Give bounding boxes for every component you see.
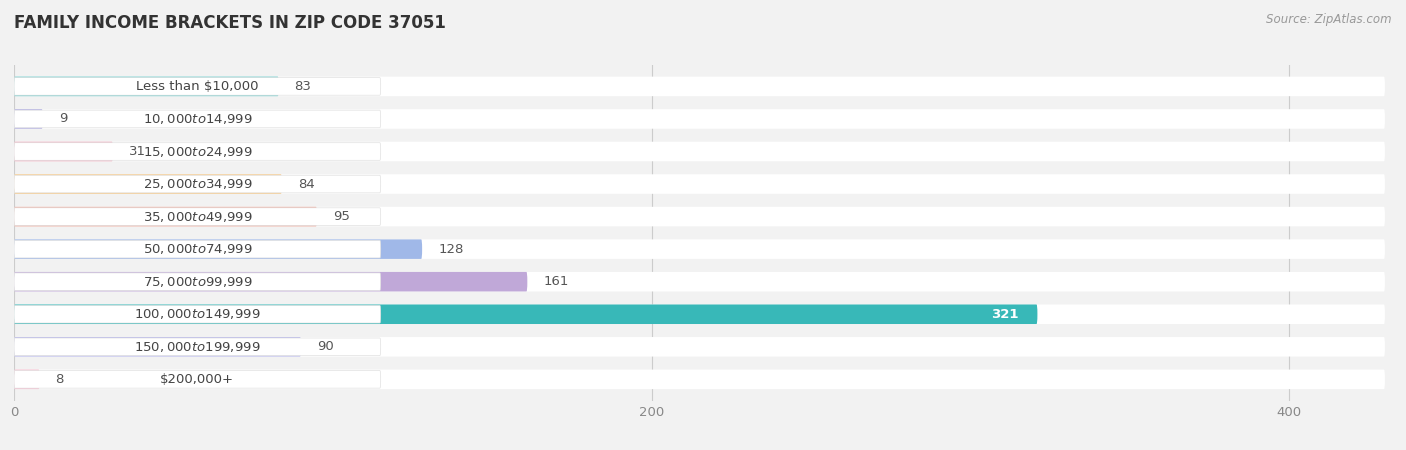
FancyBboxPatch shape [14, 174, 281, 194]
Text: 321: 321 [991, 308, 1018, 321]
FancyBboxPatch shape [14, 76, 278, 96]
FancyBboxPatch shape [14, 239, 422, 259]
FancyBboxPatch shape [14, 110, 381, 128]
FancyBboxPatch shape [14, 305, 1038, 324]
FancyBboxPatch shape [14, 272, 1385, 292]
Text: $15,000 to $24,999: $15,000 to $24,999 [142, 144, 252, 158]
FancyBboxPatch shape [14, 305, 1385, 324]
FancyBboxPatch shape [14, 77, 381, 95]
Text: $100,000 to $149,999: $100,000 to $149,999 [134, 307, 260, 321]
FancyBboxPatch shape [14, 109, 1385, 129]
Text: $10,000 to $14,999: $10,000 to $14,999 [142, 112, 252, 126]
FancyBboxPatch shape [14, 369, 39, 389]
FancyBboxPatch shape [14, 240, 381, 258]
Text: $150,000 to $199,999: $150,000 to $199,999 [134, 340, 260, 354]
FancyBboxPatch shape [14, 369, 1385, 389]
Text: $75,000 to $99,999: $75,000 to $99,999 [142, 274, 252, 289]
FancyBboxPatch shape [14, 143, 381, 160]
FancyBboxPatch shape [14, 207, 316, 226]
Text: 31: 31 [129, 145, 146, 158]
FancyBboxPatch shape [14, 208, 381, 225]
Text: 84: 84 [298, 178, 315, 190]
Text: 161: 161 [543, 275, 568, 288]
FancyBboxPatch shape [14, 272, 527, 292]
Text: $25,000 to $34,999: $25,000 to $34,999 [142, 177, 252, 191]
Text: $50,000 to $74,999: $50,000 to $74,999 [142, 242, 252, 256]
FancyBboxPatch shape [14, 174, 1385, 194]
FancyBboxPatch shape [14, 76, 1385, 96]
Text: $200,000+: $200,000+ [160, 373, 235, 386]
FancyBboxPatch shape [14, 175, 381, 193]
FancyBboxPatch shape [14, 239, 1385, 259]
FancyBboxPatch shape [14, 207, 1385, 226]
FancyBboxPatch shape [14, 370, 381, 388]
Text: 8: 8 [55, 373, 63, 386]
Text: 9: 9 [59, 112, 67, 126]
FancyBboxPatch shape [14, 337, 1385, 356]
Text: $35,000 to $49,999: $35,000 to $49,999 [142, 210, 252, 224]
Text: Source: ZipAtlas.com: Source: ZipAtlas.com [1267, 14, 1392, 27]
Text: 90: 90 [316, 340, 333, 353]
FancyBboxPatch shape [14, 142, 1385, 161]
Text: Less than $10,000: Less than $10,000 [136, 80, 259, 93]
Text: FAMILY INCOME BRACKETS IN ZIP CODE 37051: FAMILY INCOME BRACKETS IN ZIP CODE 37051 [14, 14, 446, 32]
FancyBboxPatch shape [14, 142, 112, 161]
FancyBboxPatch shape [14, 306, 381, 323]
FancyBboxPatch shape [14, 337, 301, 356]
FancyBboxPatch shape [14, 338, 381, 356]
Text: 128: 128 [439, 243, 464, 256]
Text: 95: 95 [333, 210, 350, 223]
FancyBboxPatch shape [14, 273, 381, 291]
FancyBboxPatch shape [14, 109, 42, 129]
Text: 83: 83 [295, 80, 312, 93]
